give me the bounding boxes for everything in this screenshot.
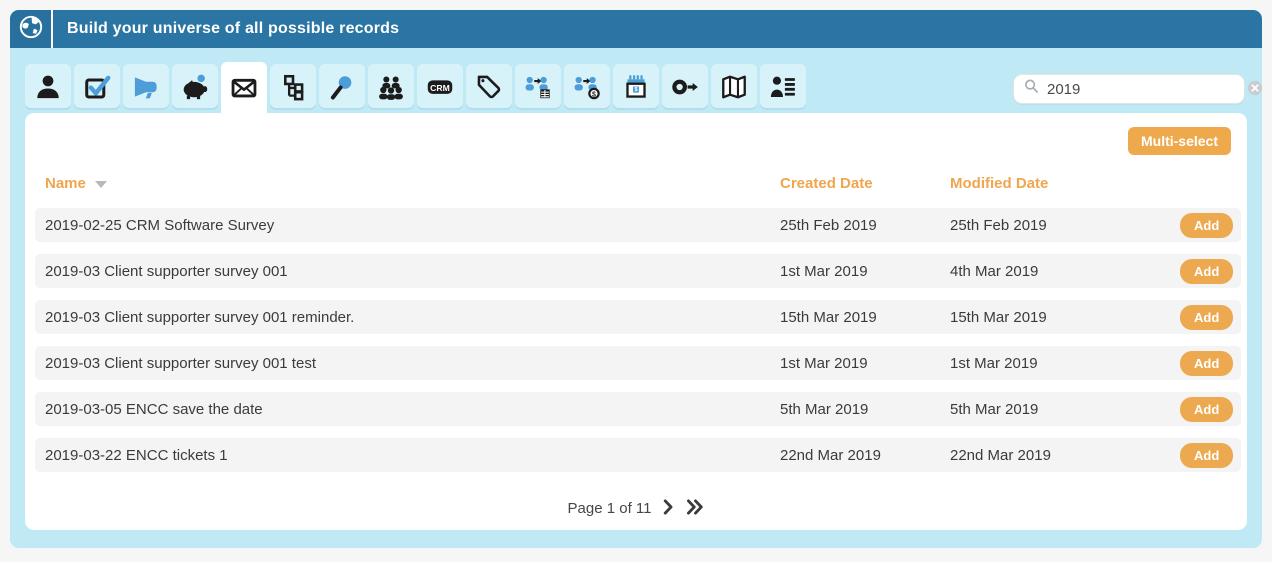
tag-icon [475,73,503,101]
app-window: Build your universe of all possible reco… [10,10,1263,548]
sort-desc-icon[interactable] [94,181,107,188]
record-modified-date: 25th Feb 2019 [950,216,1047,234]
column-header-modified-date[interactable]: Modified Date [950,175,1049,192]
circle-arrow-icon [670,73,700,101]
record-name: 2019-03-05 ENCC save the date [45,400,263,418]
tab-hierarchy[interactable] [270,64,316,110]
records-table: Name Created Date Modified Date 2019-02-… [35,175,1241,484]
table-row[interactable]: 2019-03 Client supporter survey 001 remi… [35,300,1241,334]
person-icon [34,73,62,101]
record-created-date: 1st Mar 2019 [780,262,868,280]
add-button[interactable]: Add [1180,212,1234,238]
record-modified-date: 4th Mar 2019 [950,262,1039,280]
people-group-icon [376,73,406,101]
tab-circle-arrow[interactable] [662,64,708,110]
tab-crm[interactable]: CRM [417,64,463,110]
record-created-date: 22nd Mar 2019 [780,446,881,464]
page-indicator: Page 1 of 11 [567,500,652,517]
record-name: 2019-03 Client supporter survey 001 remi… [45,308,355,326]
table-row[interactable]: 2019-03 Client supporter survey 001 test… [35,346,1241,380]
person-list-icon [768,73,798,101]
tab-contact-list[interactable] [760,64,806,110]
record-modified-date: 15th Mar 2019 [950,308,1047,326]
globe-tile[interactable] [10,10,53,48]
record-name: 2019-03 Client supporter survey 001 test [45,354,316,372]
add-button[interactable]: Add [1180,396,1234,422]
piggy-bank-icon [180,73,210,101]
page-title: Build your universe of all possible reco… [67,20,400,37]
svg-text:CRM: CRM [430,83,450,93]
record-created-date: 1st Mar 2019 [780,354,868,372]
calendar-dollar-icon: $ [622,73,650,101]
search-icon [1023,78,1040,100]
tab-transfer-to-money[interactable]: $ [564,64,610,110]
tab-billing-calendar[interactable]: $ [613,64,659,110]
search-box [1013,74,1263,104]
record-created-date: 15th Mar 2019 [780,308,877,326]
person-transfer-money-icon: $ [572,73,602,101]
tab-tags[interactable] [466,64,512,110]
tab-search[interactable] [319,64,365,110]
column-header-created-date[interactable]: Created Date [780,175,873,192]
record-name: 2019-02-25 CRM Software Survey [45,216,275,234]
magnifier-icon [328,73,356,101]
double-chevron-right-icon [686,499,704,518]
tab-tasks[interactable] [74,64,120,110]
table-header: Name Created Date Modified Date [35,175,1241,192]
content-panel: Multi-select Name Created Date Modified … [25,113,1247,530]
search-input[interactable] [1047,80,1246,98]
record-modified-date: 5th Mar 2019 [950,400,1039,418]
tab-transfer-to-list[interactable] [515,64,561,110]
table-row[interactable]: 2019-02-25 CRM Software Survey 25th Feb … [35,208,1241,242]
record-name: 2019-03-22 ENCC tickets 1 [45,446,228,464]
globe-icon [18,14,44,45]
pagination: Page 1 of 11 [25,499,1247,518]
multi-select-button[interactable]: Multi-select [1127,127,1231,155]
record-name: 2019-03 Client supporter survey 001 [45,262,288,280]
record-modified-date: 1st Mar 2019 [950,354,1038,372]
last-page-button[interactable] [686,499,704,518]
checkbox-icon [83,73,111,101]
table-row[interactable]: 2019-03 Client supporter survey 001 1st … [35,254,1241,288]
tab-contacts[interactable] [25,64,71,110]
table-row[interactable]: 2019-03-22 ENCC tickets 1 22nd Mar 2019 … [35,438,1241,472]
chevron-right-icon [663,499,674,518]
add-button[interactable]: Add [1180,304,1234,330]
add-button[interactable]: Add [1180,258,1234,284]
clear-search-button[interactable] [1246,79,1264,100]
record-modified-date: 22nd Mar 2019 [950,446,1051,464]
add-button[interactable]: Add [1180,442,1234,468]
tab-email[interactable] [221,62,267,113]
org-chart-icon [279,73,307,101]
column-header-name[interactable]: Name [45,175,780,192]
next-page-button[interactable] [663,499,674,518]
tab-donations[interactable] [172,64,218,110]
record-created-date: 25th Feb 2019 [780,216,877,234]
tab-campaigns[interactable] [123,64,169,110]
title-bar: Build your universe of all possible reco… [10,10,1262,48]
person-transfer-list-icon [523,73,553,101]
record-created-date: 5th Mar 2019 [780,400,869,418]
map-icon [719,73,749,101]
megaphone-icon [131,73,161,101]
svg-text:$: $ [592,91,596,98]
add-button[interactable]: Add [1180,350,1234,376]
envelope-icon [228,74,260,102]
tab-map[interactable] [711,64,757,110]
clear-icon [1246,79,1264,100]
tab-bar: CRM [10,48,1263,113]
table-row[interactable]: 2019-03-05 ENCC save the date 5th Mar 20… [35,392,1241,426]
tab-groups[interactable] [368,64,414,110]
svg-text:$: $ [634,87,638,93]
crm-badge-icon: CRM [425,73,455,101]
